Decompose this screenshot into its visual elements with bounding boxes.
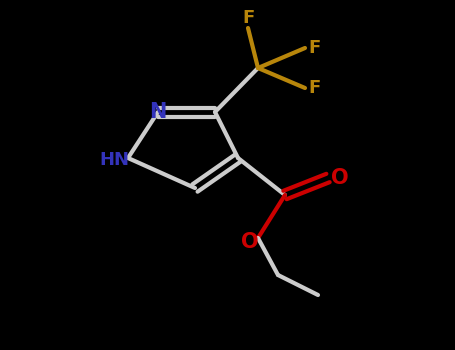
Text: HN: HN — [99, 151, 129, 169]
Text: F: F — [309, 79, 321, 97]
Text: O: O — [241, 232, 259, 252]
Text: O: O — [331, 168, 349, 188]
Text: F: F — [309, 39, 321, 57]
Text: F: F — [242, 9, 254, 27]
Text: N: N — [149, 102, 167, 122]
